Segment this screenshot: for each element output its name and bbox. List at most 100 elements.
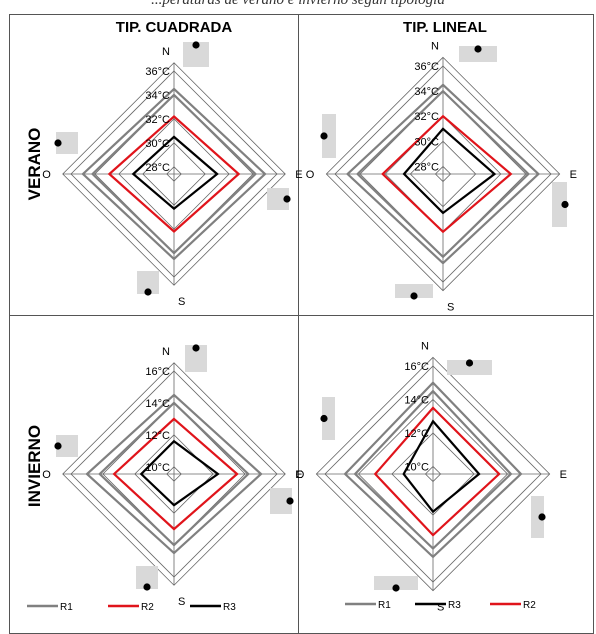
series-R1-2 [98, 401, 250, 547]
marker-box-E [552, 182, 567, 227]
direction-label-O: O [306, 169, 315, 181]
marker-dot-E [283, 195, 291, 203]
tick-label-2: 12°C [145, 430, 170, 442]
figure-caption: ...peraturas de verano e invierno según … [151, 0, 445, 8]
series-R2-3 [107, 115, 241, 233]
column-header-cuadrada: TIP. CUADRADA [116, 19, 233, 36]
direction-label-E: E [295, 469, 302, 481]
marker-box-E [531, 496, 544, 538]
direction-label-N: N [421, 340, 429, 352]
legend-label-R1: R1 [60, 602, 73, 613]
legend-label-R1: R1 [378, 600, 391, 611]
direction-label-N: N [431, 40, 439, 52]
marker-dot-O [54, 139, 62, 147]
marker-box-E [270, 488, 292, 514]
marker-box-O [322, 397, 335, 440]
marker-dot-N [192, 41, 200, 49]
marker-dot-N [474, 45, 482, 53]
legend-2: R1 R3 R2 [345, 600, 536, 611]
direction-label-N: N [162, 46, 170, 58]
tick-label-3: 32°C [414, 111, 439, 123]
marker-dot-O [54, 442, 62, 450]
marker-dot-S [144, 288, 152, 296]
series-R1-2 [353, 389, 513, 551]
tick-label-3: 32°C [145, 114, 170, 126]
tick-label-1: 10°C [145, 462, 170, 474]
marker-dot-N [192, 344, 200, 352]
direction-label-O: O [42, 469, 51, 481]
series-R3-4 [402, 419, 481, 514]
direction-label-N: N [162, 346, 170, 358]
legend-1: R1 R2 R3 [27, 602, 236, 613]
marker-dot-E [561, 200, 569, 209]
tick-label-1: 28°C [414, 161, 439, 173]
marker-box-S [374, 576, 418, 590]
marker-box-N [185, 345, 207, 372]
direction-label-O: O [42, 169, 51, 181]
direction-label-S: S [437, 602, 444, 614]
tick-label-3: 14°C [404, 394, 429, 406]
direction-label-S: S [178, 296, 185, 308]
tick-label-5: 36°C [145, 66, 170, 78]
legend-label-R2: R2 [523, 600, 536, 611]
direction-label-S: S [178, 596, 185, 608]
series-R3-4 [131, 135, 219, 211]
series-R1-2 [356, 89, 530, 259]
column-header-lineal: TIP. LINEAL [403, 19, 487, 36]
series-R1-1 [345, 83, 541, 265]
tick-label-4: 34°C [145, 90, 170, 102]
marker-box-O [56, 132, 78, 154]
radar-chart-2: 28°C 30°C 32°C 34°C 36°C N E S O [306, 40, 577, 313]
tick-label-3: 14°C [145, 398, 170, 410]
direction-label-E: E [570, 169, 577, 181]
series-R1-1 [81, 87, 267, 261]
direction-label-E: E [560, 469, 567, 481]
marker-box-N [447, 360, 492, 375]
marker-dot-O [320, 414, 328, 423]
marker-box-N [459, 46, 497, 62]
series-R1-1 [85, 393, 263, 555]
tick-label-2: 30°C [414, 136, 439, 148]
tick-label-2: 30°C [145, 138, 170, 150]
marker-dot-N [465, 359, 474, 367]
series-R2-3 [373, 406, 501, 537]
radar-chart-1: 28°C 30°C 32°C 34°C 36°C N E S O [42, 41, 303, 308]
series-R1-1 [343, 381, 523, 559]
marker-box-E [267, 188, 289, 210]
tick-label-4: 16°C [145, 366, 170, 378]
marker-dot-E [286, 497, 294, 505]
marker-box-S [137, 271, 159, 294]
radar-chart-4: 10°C 12°C 14°C 16°C N E S O [296, 340, 567, 613]
tick-label-2: 12°C [404, 428, 429, 440]
marker-box-O [322, 114, 336, 158]
legend-label-R3: R3 [448, 600, 461, 611]
tick-label-5: 36°C [414, 61, 439, 73]
direction-label-S: S [447, 302, 454, 314]
series-R2-3 [112, 417, 239, 531]
tick-label-1: 10°C [404, 461, 429, 473]
marker-dot-S [143, 583, 151, 591]
row-header-invierno: INVIERNO [25, 425, 44, 507]
row-header-verano: VERANO [25, 128, 44, 201]
tick-label-1: 28°C [145, 162, 170, 174]
marker-dot-S [410, 292, 418, 300]
marker-box-S [136, 566, 158, 589]
marker-box-S [395, 284, 433, 298]
series-R3-4 [402, 127, 497, 215]
marker-dot-S [392, 584, 400, 592]
series-R1-2 [90, 93, 258, 255]
legend-label-R3: R3 [223, 602, 236, 613]
series-R3-4 [139, 439, 220, 507]
tick-label-4: 16°C [404, 361, 429, 373]
marker-dot-O [320, 132, 328, 140]
tick-label-4: 34°C [414, 86, 439, 98]
direction-label-E: E [295, 169, 302, 181]
marker-box-O [56, 435, 78, 457]
direction-label-O: O [296, 469, 305, 481]
legend-label-R2: R2 [141, 602, 154, 613]
marker-dot-E [538, 513, 546, 521]
series-R2-3 [381, 114, 513, 234]
radar-chart-3: 10°C 12°C 14°C 16°C N E S O [42, 344, 303, 608]
